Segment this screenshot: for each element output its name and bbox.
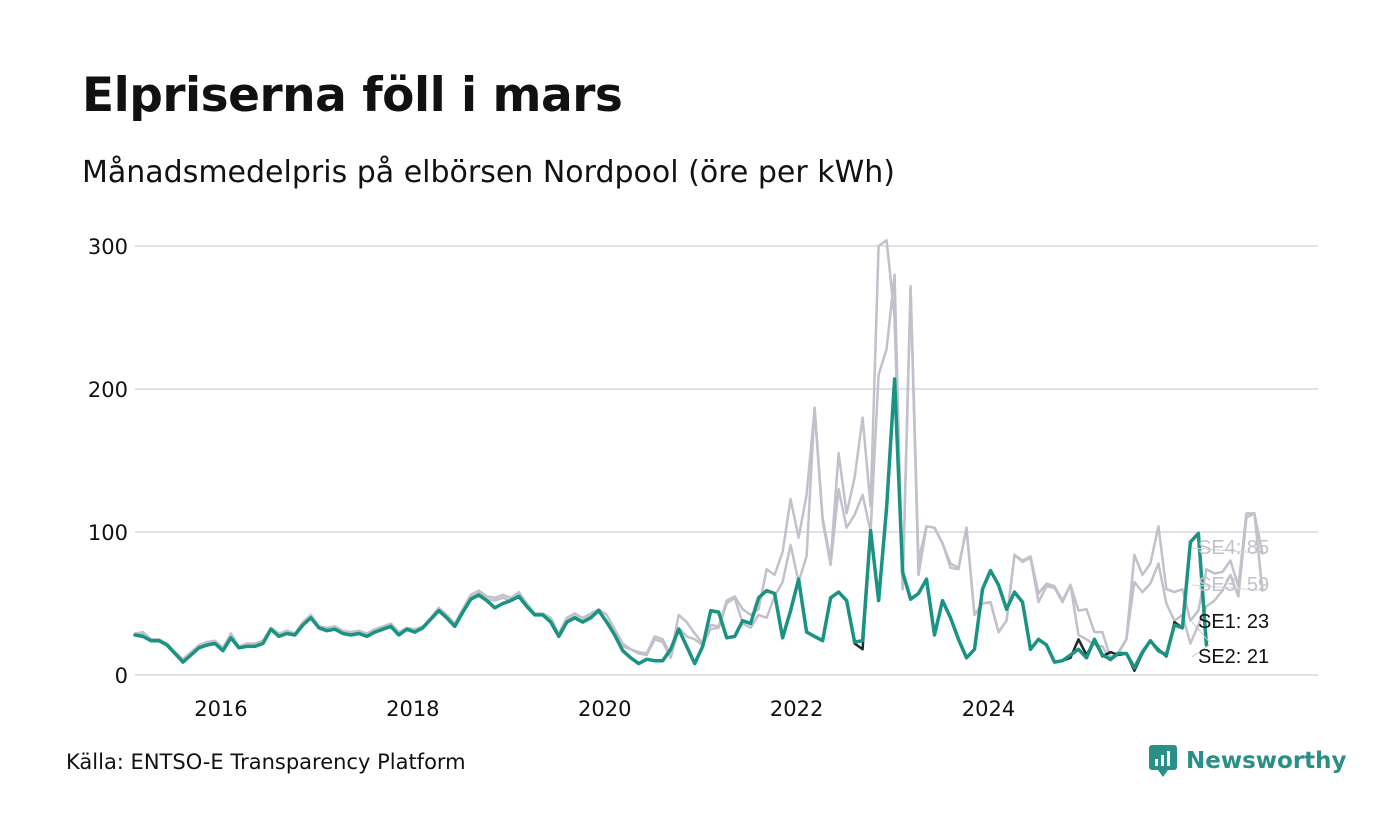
- source-note: Källa: ENTSO-E Transparency Platform: [66, 750, 466, 774]
- chart-title: Elpriserna föll i mars: [82, 68, 623, 123]
- x-tick-label: 2022: [770, 697, 823, 721]
- leader-line-se4: [1191, 547, 1266, 554]
- x-tick-label: 2018: [386, 697, 439, 721]
- x-tick-label: 2016: [194, 697, 247, 721]
- gridlines: [135, 245, 1318, 676]
- end-label-se1: SE1: 23: [1198, 611, 1269, 633]
- leader-line-se1: [1191, 621, 1210, 643]
- end-labels: SE4: 85 SE3: 59 SE1: 23 SE2: 21: [1191, 537, 1269, 668]
- series-line-se2: [133, 377, 1209, 670]
- y-tick-label: 0: [115, 664, 128, 688]
- end-label-se2: SE2: 21: [1198, 646, 1269, 668]
- end-label-se4: SE4: 85: [1198, 537, 1269, 559]
- leader-line-se3: [1191, 584, 1266, 592]
- x-axis-ticks: 2016 2018 2020 2022 2024: [194, 697, 1015, 721]
- y-tick-label: 300: [88, 235, 128, 259]
- y-tick-label: 100: [88, 521, 128, 545]
- y-tick-label: 200: [88, 378, 128, 402]
- series-line-se1: [133, 377, 1208, 672]
- series-line-se3: [133, 273, 1264, 662]
- y-axis-ticks: 0 100 200 300: [88, 235, 128, 688]
- leader-line-se2: [1191, 644, 1210, 658]
- chart-subtitle: Månadsmedelpris på elbörsen Nordpool (ör…: [82, 155, 895, 190]
- series-lines: [133, 239, 1264, 672]
- x-tick-label: 2020: [578, 697, 631, 721]
- end-label-se3: SE3: 59: [1198, 574, 1269, 596]
- newsworthy-logo-icon: [1149, 745, 1177, 777]
- x-tick-label: 2024: [962, 697, 1015, 721]
- series-line-se4: [133, 239, 1264, 661]
- brand-name: Newsworthy: [1186, 748, 1347, 774]
- brand-logo[interactable]: Newsworthy: [1148, 744, 1347, 778]
